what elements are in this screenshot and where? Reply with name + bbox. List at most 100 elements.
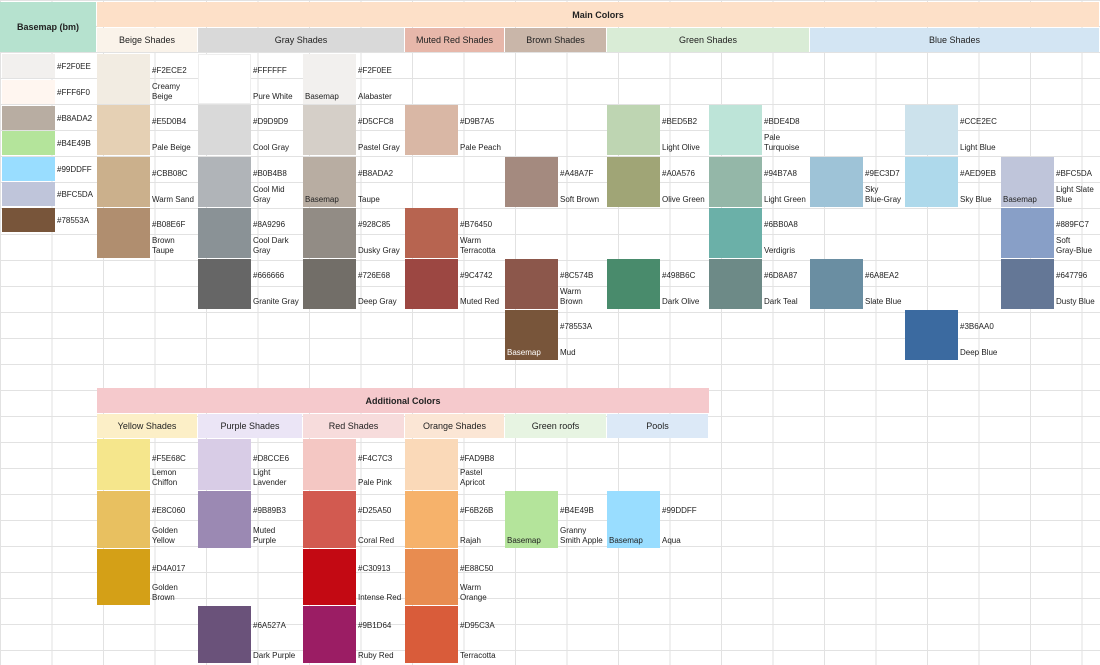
- color-name: Cool Dark Gray: [253, 236, 289, 255]
- color-name: Granny Smith Apple: [560, 526, 603, 545]
- hex-code: #FFF6F0: [57, 88, 90, 97]
- hex-code: #F4C7C3: [358, 454, 393, 463]
- color-name: Aqua: [662, 536, 681, 545]
- color-name: Sky Blue-Gray: [865, 185, 902, 204]
- basemap-tag: Basemap: [1003, 195, 1037, 204]
- hex-code: #BED5B2: [662, 117, 698, 126]
- color-name: Light Lavender: [253, 468, 287, 487]
- color-swatch: [303, 259, 356, 309]
- color-name: Light Blue: [960, 143, 996, 152]
- hex-code: #B8ADA2: [57, 114, 93, 123]
- hex-code: #BDE4D8: [764, 117, 800, 126]
- color-swatch: [505, 259, 558, 309]
- color-name: Golden Yellow: [152, 526, 178, 545]
- basemap-tag: Basemap: [305, 195, 339, 204]
- hex-code: #D4A017: [152, 564, 186, 573]
- hex-code: #8A9296: [253, 220, 286, 229]
- color-name: Lemon Chiffon: [152, 468, 178, 487]
- color-swatch: [1001, 208, 1054, 258]
- hex-code: #F5E68C: [152, 454, 186, 463]
- hex-code: #94B7A8: [764, 169, 797, 178]
- basemap-tag: Basemap: [507, 536, 541, 545]
- color-swatch: [303, 549, 356, 605]
- hex-code: #498B6C: [662, 271, 696, 280]
- hex-code: #BFC5DA: [1056, 169, 1093, 178]
- color-name: Taupe: [358, 195, 380, 204]
- color-swatch: [405, 549, 458, 605]
- color-swatch: [97, 549, 150, 605]
- color-swatch: [905, 310, 958, 360]
- color-swatch: [198, 491, 251, 548]
- color-swatch: [303, 208, 356, 258]
- group-header-gray: Gray Shades: [198, 28, 404, 52]
- additional-colors-title: Additional Colors: [97, 388, 709, 413]
- color-name: Light Green: [764, 195, 806, 204]
- hex-code: #A0A576: [662, 169, 695, 178]
- hex-code: #889FC7: [1056, 220, 1089, 229]
- color-swatch: [709, 208, 762, 258]
- color-swatch: [303, 439, 356, 490]
- basemap-swatch: [2, 131, 55, 155]
- hex-code: #9EC3D7: [865, 169, 900, 178]
- color-name: Pastel Apricot: [460, 468, 485, 487]
- color-swatch: [709, 157, 762, 207]
- hex-code: #A48A7F: [560, 169, 594, 178]
- color-swatch: [505, 491, 558, 548]
- hex-code: #B4E49B: [560, 506, 594, 515]
- color-name: Muted Red: [460, 297, 500, 306]
- group-header-orange: Orange Shades: [405, 414, 504, 438]
- color-name: Dark Purple: [253, 651, 296, 660]
- color-name: Warm Brown: [560, 287, 583, 306]
- basemap-swatch: [2, 54, 55, 78]
- color-swatch: [810, 157, 863, 207]
- color-name: Dusty Blue: [1056, 297, 1095, 306]
- color-name: Dark Olive: [662, 297, 700, 306]
- hex-code: #F2F0EE: [358, 66, 392, 75]
- hex-code: #3B6AA0: [960, 322, 994, 331]
- group-header-yellow: Yellow Shades: [97, 414, 197, 438]
- basemap-swatch: [2, 157, 55, 181]
- hex-code: #9B1D64: [358, 621, 392, 630]
- hex-code: #B4E49B: [57, 139, 91, 148]
- color-name: Deep Blue: [960, 348, 998, 357]
- color-swatch: [198, 259, 251, 309]
- basemap-header: Basemap (bm): [0, 2, 96, 52]
- color-swatch: [607, 259, 660, 309]
- color-swatch: [303, 157, 356, 207]
- hex-code: #B0B4B8: [253, 169, 287, 178]
- color-swatch: [405, 606, 458, 663]
- hex-code: #D9D9D9: [253, 117, 289, 126]
- color-name: Golden Brown: [152, 583, 178, 602]
- color-name: Pure White: [253, 92, 293, 101]
- group-header-beige: Beige Shades: [97, 28, 197, 52]
- color-name: Light Slate Blue: [1056, 185, 1094, 204]
- hex-code: #F6B26B: [460, 506, 494, 515]
- hex-code: #6BB0A8: [764, 220, 798, 229]
- hex-code: #666666: [253, 271, 285, 280]
- color-swatch: [97, 208, 150, 258]
- color-name: Light Olive: [662, 143, 700, 152]
- color-name: Verdigris: [764, 246, 796, 255]
- hex-code: #FAD9B8: [460, 454, 495, 463]
- color-swatch: [405, 491, 458, 548]
- group-header-red: Red Shades: [303, 414, 404, 438]
- hex-code: #99DDFF: [57, 165, 92, 174]
- hex-code: #99DDFF: [662, 506, 697, 515]
- hex-code: #CCE2EC: [960, 117, 997, 126]
- basemap-tag: Basemap: [305, 92, 339, 101]
- color-name: Pale Turquoise: [764, 133, 800, 152]
- color-name: Brown Taupe: [152, 236, 175, 255]
- color-swatch: [303, 54, 356, 104]
- color-name: Pale Pink: [358, 478, 392, 487]
- color-swatch: [198, 439, 251, 490]
- hex-code: #D25A50: [358, 506, 392, 515]
- color-swatch: [198, 208, 251, 258]
- hex-code: #9C4742: [460, 271, 493, 280]
- color-swatch: [405, 208, 458, 258]
- color-name: Rajah: [460, 536, 481, 545]
- color-name: Dusky Gray: [358, 246, 400, 255]
- hex-code: #D9B7A5: [460, 117, 495, 126]
- color-swatch: [1001, 157, 1054, 207]
- color-swatch: [905, 105, 958, 155]
- color-name: Sky Blue: [960, 195, 992, 204]
